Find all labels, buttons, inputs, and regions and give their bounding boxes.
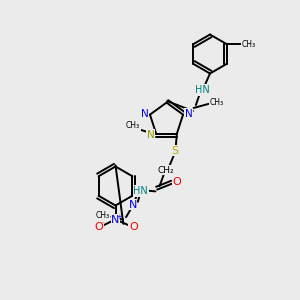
Text: CH₃: CH₃ <box>126 121 140 130</box>
Text: N: N <box>128 200 137 210</box>
Text: O: O <box>129 222 138 232</box>
Text: ⁻: ⁻ <box>101 221 105 227</box>
Text: HN: HN <box>134 186 148 196</box>
Text: O: O <box>172 177 181 187</box>
Text: S: S <box>172 146 179 156</box>
Text: CH₂: CH₂ <box>158 166 175 175</box>
Text: HN: HN <box>195 85 210 95</box>
Text: O: O <box>94 222 103 232</box>
Text: N: N <box>147 130 155 140</box>
Text: N: N <box>141 109 148 119</box>
Text: +: + <box>116 214 122 220</box>
Text: N: N <box>111 215 120 225</box>
Text: CH₃: CH₃ <box>95 212 110 220</box>
Text: N: N <box>184 109 192 119</box>
Text: CH₃: CH₃ <box>209 98 224 107</box>
Text: CH₃: CH₃ <box>242 40 256 49</box>
